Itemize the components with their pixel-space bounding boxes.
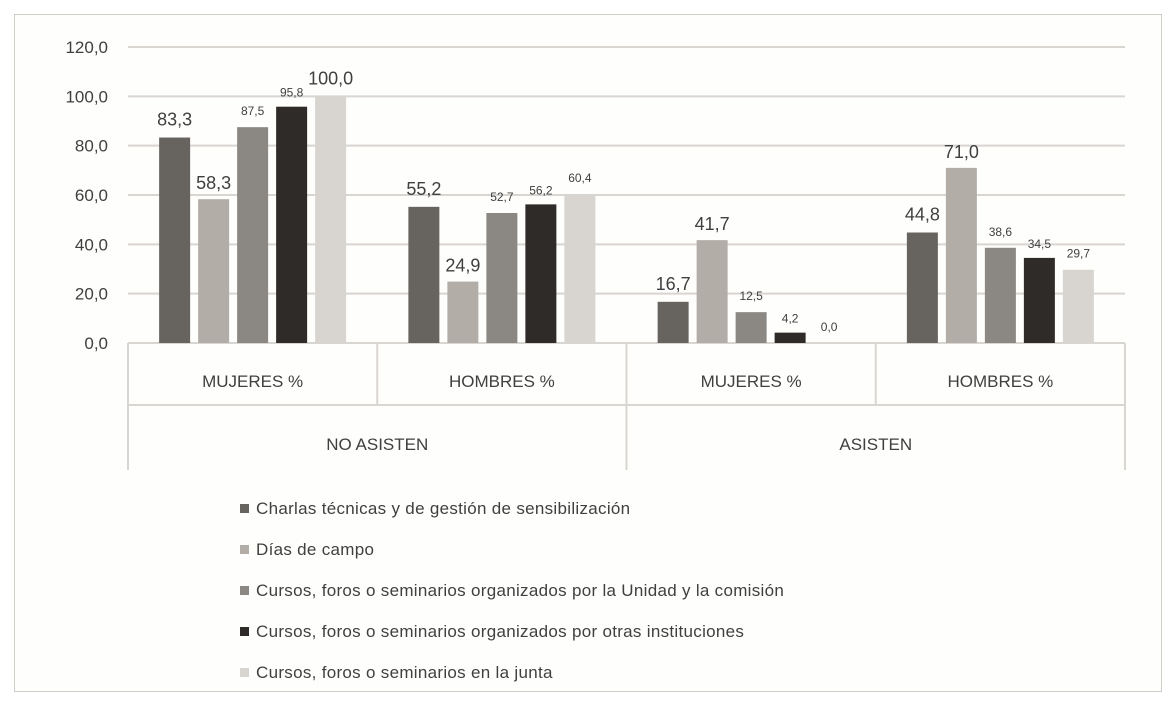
data-label: 55,2 bbox=[406, 179, 441, 199]
y-tick-label: 40,0 bbox=[75, 235, 108, 254]
legend-swatch bbox=[240, 668, 249, 677]
data-label: 60,4 bbox=[568, 171, 592, 185]
data-label: 12,5 bbox=[739, 289, 763, 303]
bar bbox=[774, 332, 806, 343]
data-label: 52,7 bbox=[490, 190, 514, 204]
chart-frame bbox=[14, 14, 1162, 692]
bar bbox=[906, 232, 938, 343]
legend-swatch bbox=[240, 545, 249, 554]
bar bbox=[447, 281, 479, 343]
legend-item: Días de campo bbox=[240, 529, 784, 570]
bar bbox=[486, 213, 518, 343]
bar bbox=[159, 137, 191, 343]
bar bbox=[1023, 257, 1055, 343]
legend-label: Cursos, foros o seminarios organizados p… bbox=[256, 621, 745, 641]
data-label: 58,3 bbox=[196, 173, 231, 193]
legend-item: Cursos, foros o seminarios organizados p… bbox=[240, 611, 784, 652]
bar bbox=[1062, 269, 1094, 343]
legend-label: Cursos, foros o seminarios en la junta bbox=[256, 662, 553, 682]
data-label: 83,3 bbox=[157, 110, 192, 130]
legend-swatch bbox=[240, 627, 249, 636]
x-group-label: ASISTEN bbox=[839, 435, 912, 454]
legend-label: Días de campo bbox=[256, 539, 375, 559]
data-label: 71,0 bbox=[944, 142, 979, 162]
bar bbox=[984, 247, 1016, 343]
data-label: 29,7 bbox=[1067, 247, 1091, 261]
data-label: 87,5 bbox=[241, 104, 265, 118]
y-tick-label: 100,0 bbox=[65, 87, 108, 106]
bar bbox=[735, 312, 767, 343]
legend-label: Charlas técnicas y de gestión de sensibi… bbox=[256, 498, 631, 518]
data-label: 38,6 bbox=[989, 225, 1013, 239]
legend-item: Charlas técnicas y de gestión de sensibi… bbox=[240, 488, 784, 529]
legend-label: Cursos, foros o seminarios organizados p… bbox=[256, 580, 785, 600]
x-category-label: MUJERES % bbox=[701, 372, 802, 391]
bar bbox=[945, 167, 977, 343]
y-tick-label: 80,0 bbox=[75, 137, 108, 156]
bar bbox=[525, 204, 557, 343]
bar bbox=[237, 127, 269, 344]
data-label: 41,7 bbox=[695, 214, 730, 234]
y-tick-label: 120,0 bbox=[65, 38, 108, 57]
bar bbox=[276, 106, 308, 344]
legend: Charlas técnicas y de gestión de sensibi… bbox=[240, 488, 784, 693]
data-label: 44,8 bbox=[905, 204, 940, 224]
y-tick-label: 60,0 bbox=[75, 186, 108, 205]
data-label: 0,0 bbox=[821, 320, 838, 334]
data-label: 4,2 bbox=[782, 312, 799, 326]
y-tick-label: 20,0 bbox=[75, 285, 108, 304]
y-tick-label: 0,0 bbox=[84, 334, 108, 353]
data-label: 34,5 bbox=[1028, 237, 1052, 251]
data-label: 24,9 bbox=[445, 256, 480, 276]
x-category-label: MUJERES % bbox=[202, 372, 303, 391]
x-category-label: HOMBRES % bbox=[947, 372, 1053, 391]
data-label: 100,0 bbox=[308, 68, 353, 88]
bar bbox=[198, 199, 230, 343]
legend-item: Cursos, foros o seminarios en la junta bbox=[240, 652, 784, 693]
bar bbox=[408, 206, 440, 343]
bar bbox=[564, 194, 596, 343]
x-group-label: NO ASISTEN bbox=[326, 435, 428, 454]
bar bbox=[657, 301, 689, 343]
x-category-label: HOMBRES % bbox=[449, 372, 555, 391]
bar bbox=[696, 240, 728, 343]
legend-swatch bbox=[240, 586, 249, 595]
bar bbox=[315, 96, 347, 343]
data-label: 95,8 bbox=[280, 86, 304, 100]
legend-item: Cursos, foros o seminarios organizados p… bbox=[240, 570, 784, 611]
data-label: 16,7 bbox=[656, 274, 691, 294]
legend-swatch bbox=[240, 504, 249, 513]
data-label: 56,2 bbox=[529, 183, 553, 197]
